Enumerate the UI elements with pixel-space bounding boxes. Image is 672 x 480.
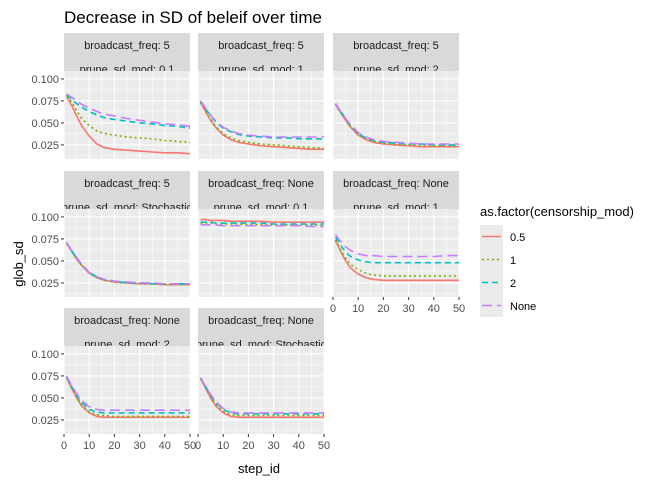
strip-background	[333, 171, 459, 195]
strip-label-broadcast-freq: broadcast_freq: 5	[218, 40, 304, 52]
strip-label-broadcast-freq: broadcast_freq: 5	[84, 178, 170, 190]
legend-title: as.factor(censorship_mod)	[480, 204, 634, 219]
x-tick-label: 50	[184, 440, 196, 452]
series-line-none	[65, 241, 190, 285]
series-line-1	[200, 222, 325, 227]
series-line-0-5	[200, 218, 324, 223]
x-tick-label: 20	[377, 303, 389, 315]
series-line-2	[65, 376, 190, 414]
strip-background	[198, 171, 324, 195]
chart-title: Decrease in SD of beleif over time	[64, 8, 322, 27]
strip-label-broadcast-freq: broadcast_freq: None	[208, 315, 314, 327]
y-tick-label: 0.100	[31, 74, 59, 86]
x-axis-label: step_id	[238, 461, 280, 476]
strip-label-broadcast-freq: broadcast_freq: None	[74, 315, 180, 327]
series-line-2	[334, 236, 459, 264]
strip-background	[64, 308, 190, 332]
series-line-none	[200, 224, 324, 228]
strip-background	[64, 33, 190, 57]
series-line-none	[66, 93, 191, 128]
series-line-2	[65, 94, 191, 129]
x-tick-label: 10	[217, 440, 229, 452]
y-axis-tick-labels: 0.025 0.050 0.075 0.100 0.025 0.050 0.075 0.100…	[31, 74, 64, 427]
y-tick-label: 0.075	[31, 96, 59, 108]
legend-key-background	[480, 271, 503, 294]
x-tick-label: 50	[318, 440, 330, 452]
strip-background	[198, 33, 324, 57]
x-tick-label: 40	[428, 303, 440, 315]
x-tick-label: 30	[402, 303, 414, 315]
series-line-1	[65, 377, 190, 418]
x-tick-label: 50	[453, 303, 465, 315]
legend-key-background	[480, 248, 503, 271]
series-line-none	[65, 375, 190, 412]
legend-entry-label: 1	[510, 255, 516, 267]
x-tick-label: 40	[293, 440, 305, 452]
x-tick-label: 30	[267, 440, 279, 452]
series-line-1	[199, 102, 325, 150]
y-tick-label: 0.075	[31, 234, 59, 246]
y-tick-label: 0.075	[31, 371, 59, 383]
strip-background	[64, 171, 190, 195]
x-tick-label: 20	[108, 440, 120, 452]
y-tick-label: 0.100	[31, 212, 59, 224]
y-tick-label: 0.025	[31, 415, 59, 427]
series-line-none	[334, 103, 459, 145]
y-tick-label: 0.050	[31, 393, 59, 405]
legend-entry-label: 2	[510, 278, 516, 290]
series-line-0-5	[65, 377, 190, 419]
y-tick-label: 0.050	[31, 118, 59, 130]
strip-label-broadcast-freq: broadcast_freq: None	[208, 178, 314, 190]
y-tick-label: 0.025	[31, 140, 59, 152]
series-line-2	[199, 100, 324, 140]
x-axis-tick-labels: 0 10 20 30 40 500 10 20 30 40 500 10 20 30 40 50	[61, 297, 465, 452]
legend-entry-label: 0.5	[510, 232, 525, 244]
x-tick-label: 0	[195, 440, 201, 452]
strip-background	[198, 308, 324, 332]
y-tick-label: 0.050	[31, 256, 59, 268]
strip-background	[333, 33, 459, 57]
legend-entry-label: None	[510, 301, 536, 313]
series-line-none	[199, 377, 324, 414]
series-line-0-5	[65, 96, 191, 155]
x-tick-label: 0	[61, 440, 67, 452]
legend: as.factor(censorship_mod) 0.5 1 2 None	[480, 204, 634, 317]
series-line-none	[199, 100, 324, 138]
y-axis-label: glob_sd	[11, 241, 26, 287]
x-tick-label: 10	[352, 303, 364, 315]
strip-label-broadcast-freq: broadcast_freq: 5	[84, 40, 170, 52]
strip-label-broadcast-freq: broadcast_freq: None	[343, 178, 449, 190]
series-line-0-5	[334, 240, 459, 282]
x-tick-label: 20	[242, 440, 254, 452]
x-tick-label: 0	[330, 303, 336, 315]
series-line-none	[334, 234, 459, 258]
series-line-2	[200, 221, 324, 225]
x-tick-label: 40	[159, 440, 171, 452]
x-tick-label: 10	[83, 440, 95, 452]
strip-label-broadcast-freq: broadcast_freq: 5	[353, 40, 439, 52]
series-line-0-5	[199, 378, 324, 419]
y-tick-label: 0.025	[31, 278, 59, 290]
x-tick-label: 30	[133, 440, 145, 452]
y-tick-label: 0.100	[31, 349, 59, 361]
